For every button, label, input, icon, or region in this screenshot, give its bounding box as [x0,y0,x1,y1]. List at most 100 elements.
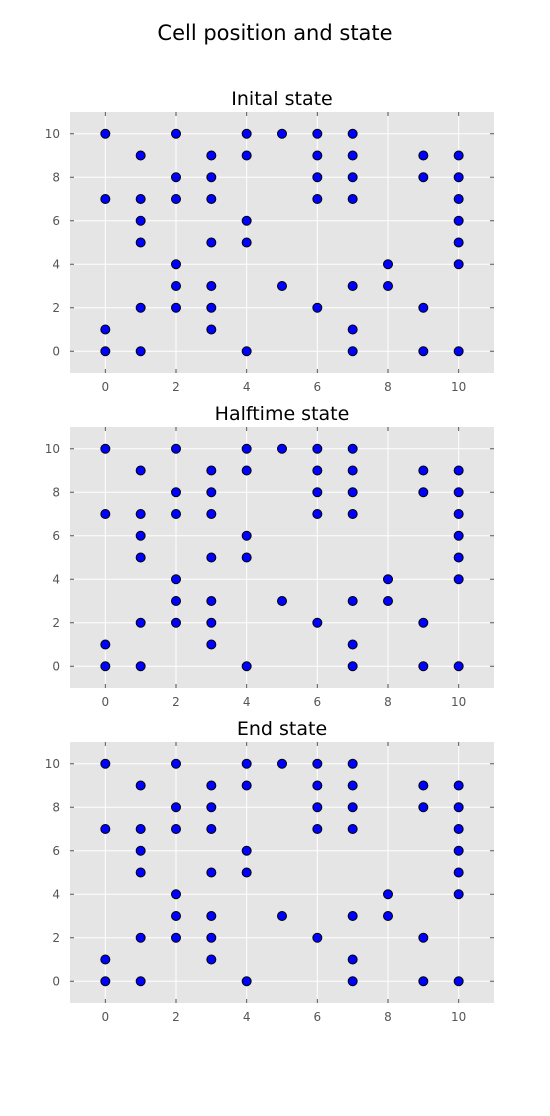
y-tick-label: 6 [52,844,60,858]
data-point [347,976,358,987]
y-tick-label: 0 [52,974,60,988]
x-tick-label: 10 [451,695,466,709]
data-point [206,867,217,878]
data-point [241,128,252,139]
y-tick-label: 6 [52,214,60,228]
data-point [418,465,429,476]
data-point [206,639,217,650]
data-point [241,780,252,791]
data-point [241,530,252,541]
data-point [453,465,464,476]
figure-title: Cell position and state [157,21,392,45]
subplot-title: Inital state [231,88,332,110]
data-point [241,867,252,878]
data-point [241,758,252,769]
data-point [418,346,429,357]
data-point [171,932,181,943]
subplot-title: End state [237,718,327,740]
y-tick-label: 4 [52,572,60,586]
y-tick-label: 8 [52,485,60,499]
data-point [206,324,217,335]
data-point [135,552,146,563]
data-point [171,824,181,834]
data-point [453,780,464,791]
data-point [383,911,393,921]
data-point [312,302,323,313]
data-point [312,509,323,519]
data-point [171,889,181,900]
data-point [347,465,358,476]
data-point [206,194,217,204]
data-point [453,889,464,900]
x-tick-label: 10 [451,1010,466,1024]
plot-area [70,427,494,688]
y-tick-label: 10 [45,127,60,141]
y-tick-label: 6 [52,529,60,543]
data-point [453,552,464,563]
y-tick-label: 8 [52,170,60,184]
data-point [453,574,464,585]
data-point [277,911,287,921]
data-point [135,465,146,476]
data-point [171,802,181,813]
data-point [206,237,217,248]
data-point [418,150,429,161]
data-point [453,867,464,878]
data-point [453,237,464,248]
x-tick-label: 2 [172,1010,180,1024]
data-point [135,780,146,791]
data-point [135,617,146,628]
data-point [171,128,181,139]
data-point [171,617,181,628]
data-point [418,172,429,183]
data-point [171,302,181,313]
x-tick-label: 0 [102,1010,110,1024]
data-point [453,194,464,204]
x-tick-label: 2 [172,695,180,709]
y-tick-label: 0 [52,344,60,358]
data-point [206,932,217,943]
data-point [347,128,358,139]
x-tick-label: 0 [102,695,110,709]
data-point [453,530,464,541]
data-point [171,911,181,921]
subplot-end-state: End state 0 2 4 6 8 10 0 2 4 6 8 10 [45,718,494,1024]
y-tick-label: 4 [52,887,60,901]
data-point [135,530,146,541]
data-point [347,661,358,672]
data-point [100,324,111,335]
data-point [453,346,464,357]
data-point [241,845,252,856]
data-point [171,281,181,291]
data-point [241,465,252,476]
y-tick-label: 2 [52,931,60,945]
subplot-halftime-state: Halftime state 0 2 4 6 8 10 0 2 4 6 8 10 [45,403,494,709]
data-point [206,172,217,183]
data-point [312,128,323,139]
data-point [347,824,358,834]
data-point [312,150,323,161]
data-point [312,443,323,454]
data-point [206,911,217,921]
data-point [347,487,358,498]
data-point [453,487,464,498]
data-point [206,465,217,476]
data-point [347,954,358,965]
data-point [135,237,146,248]
data-point [206,596,217,606]
data-point [418,780,429,791]
data-point [347,596,358,606]
data-point [418,487,429,498]
data-point [135,302,146,313]
data-point [206,487,217,498]
data-point [277,128,287,139]
data-point [418,976,429,987]
x-tick-label: 6 [314,380,322,394]
data-point [100,509,111,519]
data-point [171,509,181,519]
data-point [277,596,287,606]
data-point [241,346,252,357]
data-point [347,346,358,357]
data-point [347,911,358,921]
